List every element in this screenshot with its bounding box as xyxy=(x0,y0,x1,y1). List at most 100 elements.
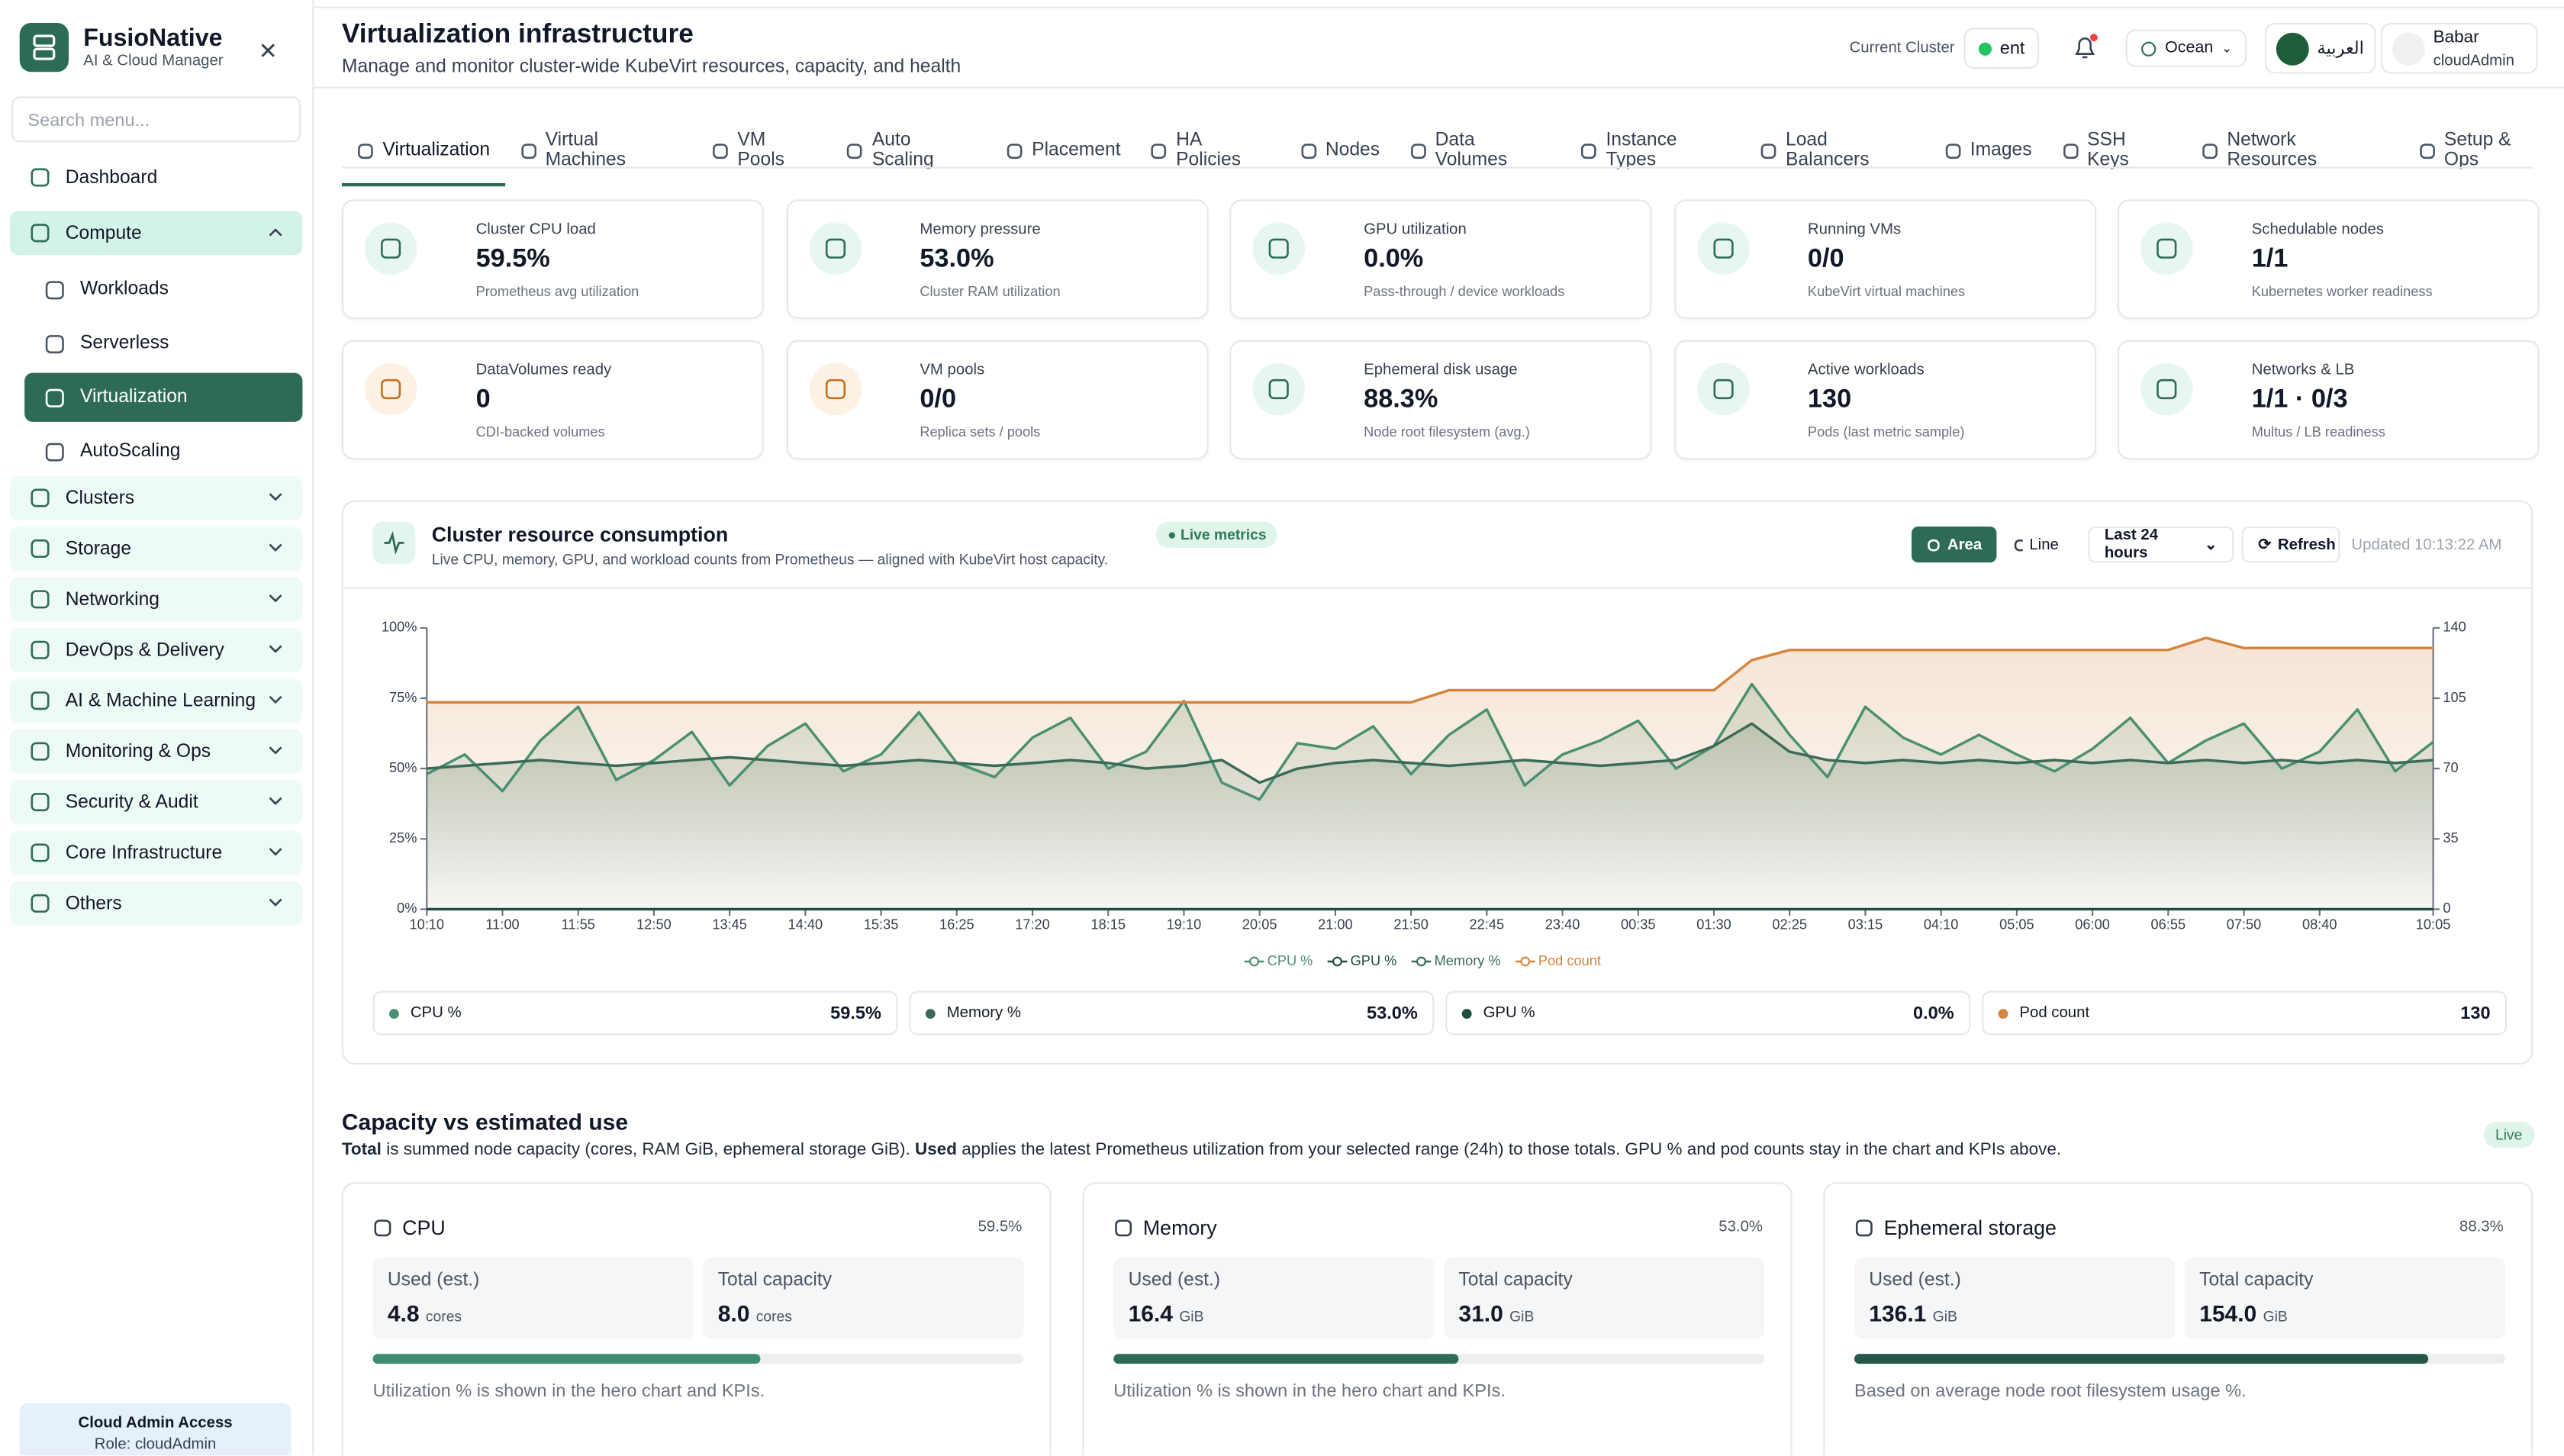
nav-subitem[interactable]: Workloads xyxy=(24,265,302,314)
icon-shape xyxy=(1152,143,1167,158)
x-tick-label: 03:15 xyxy=(1848,917,1883,933)
nav-item[interactable]: DevOps & Delivery xyxy=(9,627,303,672)
capacity-card: Ephemeral storage 88.3% Used (est.) 136.1 G… xyxy=(1823,1182,2533,1456)
stat-box: Pod count 130 xyxy=(1982,991,2507,1036)
chart: 0% 25% 50% 75% 100% 0 35 70 105 140 10:10 11:00 11:5… xyxy=(382,620,2466,968)
capacity-title: Capacity vs estimated use xyxy=(341,1108,629,1135)
mode-label: Line xyxy=(2029,535,2059,554)
tab[interactable]: Auto Scaling xyxy=(832,123,991,187)
tab[interactable]: Nodes xyxy=(1284,123,1394,187)
range-select[interactable]: Last 24 hours ⌄ xyxy=(2088,527,2234,563)
legend-label: Pod count xyxy=(1538,953,1601,968)
live-badge: ● Live metrics xyxy=(1156,521,1278,548)
tab[interactable]: HA Policies xyxy=(1135,123,1284,187)
language-select[interactable]: العربية xyxy=(2264,23,2376,74)
tab[interactable]: Data Volumes xyxy=(1394,123,1565,187)
card-percent: 88.3% xyxy=(2459,1218,2504,1236)
tab[interactable]: Instance Types xyxy=(1565,123,1745,187)
icon xyxy=(1712,378,1733,400)
total-label: Total capacity xyxy=(2199,1271,2314,1290)
sidebar: FusioNative AI & Cloud Manager ✕ Search … xyxy=(0,0,314,1456)
icon-shape xyxy=(31,691,50,710)
icon-shape xyxy=(1855,1219,1873,1237)
used-box: Used (est.) 136.1 GiB xyxy=(1854,1257,2175,1339)
used-label: Used (est.) xyxy=(387,1271,480,1290)
icon-shape xyxy=(31,539,50,558)
icon-shape xyxy=(381,378,401,400)
tab-label: Auto Scaling xyxy=(871,130,934,170)
nav-item[interactable]: Security & Audit xyxy=(9,780,303,824)
kpi-icon xyxy=(364,222,417,275)
nav-item[interactable]: AI & Machine Learning xyxy=(9,678,303,723)
stat-name: GPU % xyxy=(1483,1003,1535,1023)
x-tick-label: 10:05 xyxy=(2416,917,2451,933)
tab[interactable]: VM Pools xyxy=(697,123,831,187)
kpi-note: Multus / LB readiness xyxy=(2251,424,2385,440)
chevron xyxy=(269,594,282,603)
nav-item[interactable]: Monitoring & Ops xyxy=(9,729,303,774)
icon xyxy=(45,280,64,299)
icon xyxy=(31,742,50,761)
icon-shape xyxy=(381,238,401,259)
nav-subitem[interactable]: AutoScaling xyxy=(24,427,302,475)
icon xyxy=(31,590,50,609)
kpi-value: 130 xyxy=(1807,385,1852,414)
series-line xyxy=(427,722,2434,784)
tab[interactable]: SSH Keys xyxy=(2047,123,2186,187)
flag xyxy=(2276,31,2309,65)
y2-tick-label: 105 xyxy=(2443,690,2466,705)
total-box: Total capacity 31.0 GiB xyxy=(1444,1257,1765,1339)
chart-title: Cluster resource consumption xyxy=(431,523,729,546)
tab[interactable]: Setup & Ops xyxy=(2404,123,2564,187)
stat-dot xyxy=(1998,1008,2008,1018)
nav-item[interactable]: Compute xyxy=(9,211,303,256)
icon xyxy=(31,843,50,862)
nav-item[interactable]: Storage xyxy=(9,527,303,571)
kpi-label: Memory pressure xyxy=(920,221,1041,239)
tab[interactable]: Network Resources xyxy=(2186,123,2404,187)
mode-button[interactable]: Line xyxy=(1999,527,2074,562)
icon-shape xyxy=(520,143,536,158)
icon-shape xyxy=(31,590,50,609)
icon xyxy=(824,238,846,259)
kpi-icon xyxy=(808,362,862,416)
tab[interactable]: Placement xyxy=(991,123,1135,187)
nav-item[interactable]: Others xyxy=(9,881,303,926)
brand: FusioNative xyxy=(83,24,223,53)
mode-button[interactable]: Area xyxy=(1912,527,1997,563)
kpi-icon xyxy=(1696,362,1749,416)
tab[interactable]: Virtualization xyxy=(341,123,505,187)
nav-item[interactable]: Clusters xyxy=(9,475,303,520)
tab[interactable]: Load Balancers xyxy=(1745,123,1929,187)
icon-shape xyxy=(2063,143,2078,158)
legend-marker xyxy=(1332,956,1342,967)
nav-subitem[interactable]: Serverless xyxy=(24,319,302,368)
notifications[interactable] xyxy=(2070,33,2100,63)
kpi-grid: Cluster CPU load 59.5% Prometheus avg util… xyxy=(341,199,2540,460)
icon-shape xyxy=(1410,143,1426,158)
icon xyxy=(2157,378,2177,400)
user-menu[interactable]: Babar cloudAdmin xyxy=(2381,23,2538,74)
refresh-button[interactable]: ⟳ Refresh xyxy=(2241,527,2340,563)
kpi-value: 0/0 xyxy=(920,385,957,414)
search-input[interactable]: Search menu... xyxy=(11,96,301,143)
stat-name: Pod count xyxy=(2019,1003,2090,1023)
nav-item[interactable]: Core Infrastructure xyxy=(9,830,303,875)
close-button[interactable]: ✕ xyxy=(258,37,278,64)
icon xyxy=(2419,143,2435,158)
description-part: is summed node capacity (cores, RAM GiB,… xyxy=(381,1139,915,1160)
icon-shape xyxy=(2419,143,2435,158)
card-percent: 53.0% xyxy=(1718,1218,1763,1236)
theme-select[interactable]: Ocean ⌄ xyxy=(2125,29,2247,67)
tab[interactable]: Virtual Machines xyxy=(504,123,697,187)
nav-item[interactable]: Networking xyxy=(9,577,303,622)
icon xyxy=(2014,538,2023,551)
nav-subitem[interactable]: Virtualization xyxy=(24,372,303,422)
icon xyxy=(2063,143,2078,158)
icon xyxy=(31,488,50,507)
tab[interactable]: Images xyxy=(1929,123,2047,187)
nav-item[interactable]: Dashboard xyxy=(10,156,303,200)
cluster-select[interactable]: ent xyxy=(1963,27,2040,69)
